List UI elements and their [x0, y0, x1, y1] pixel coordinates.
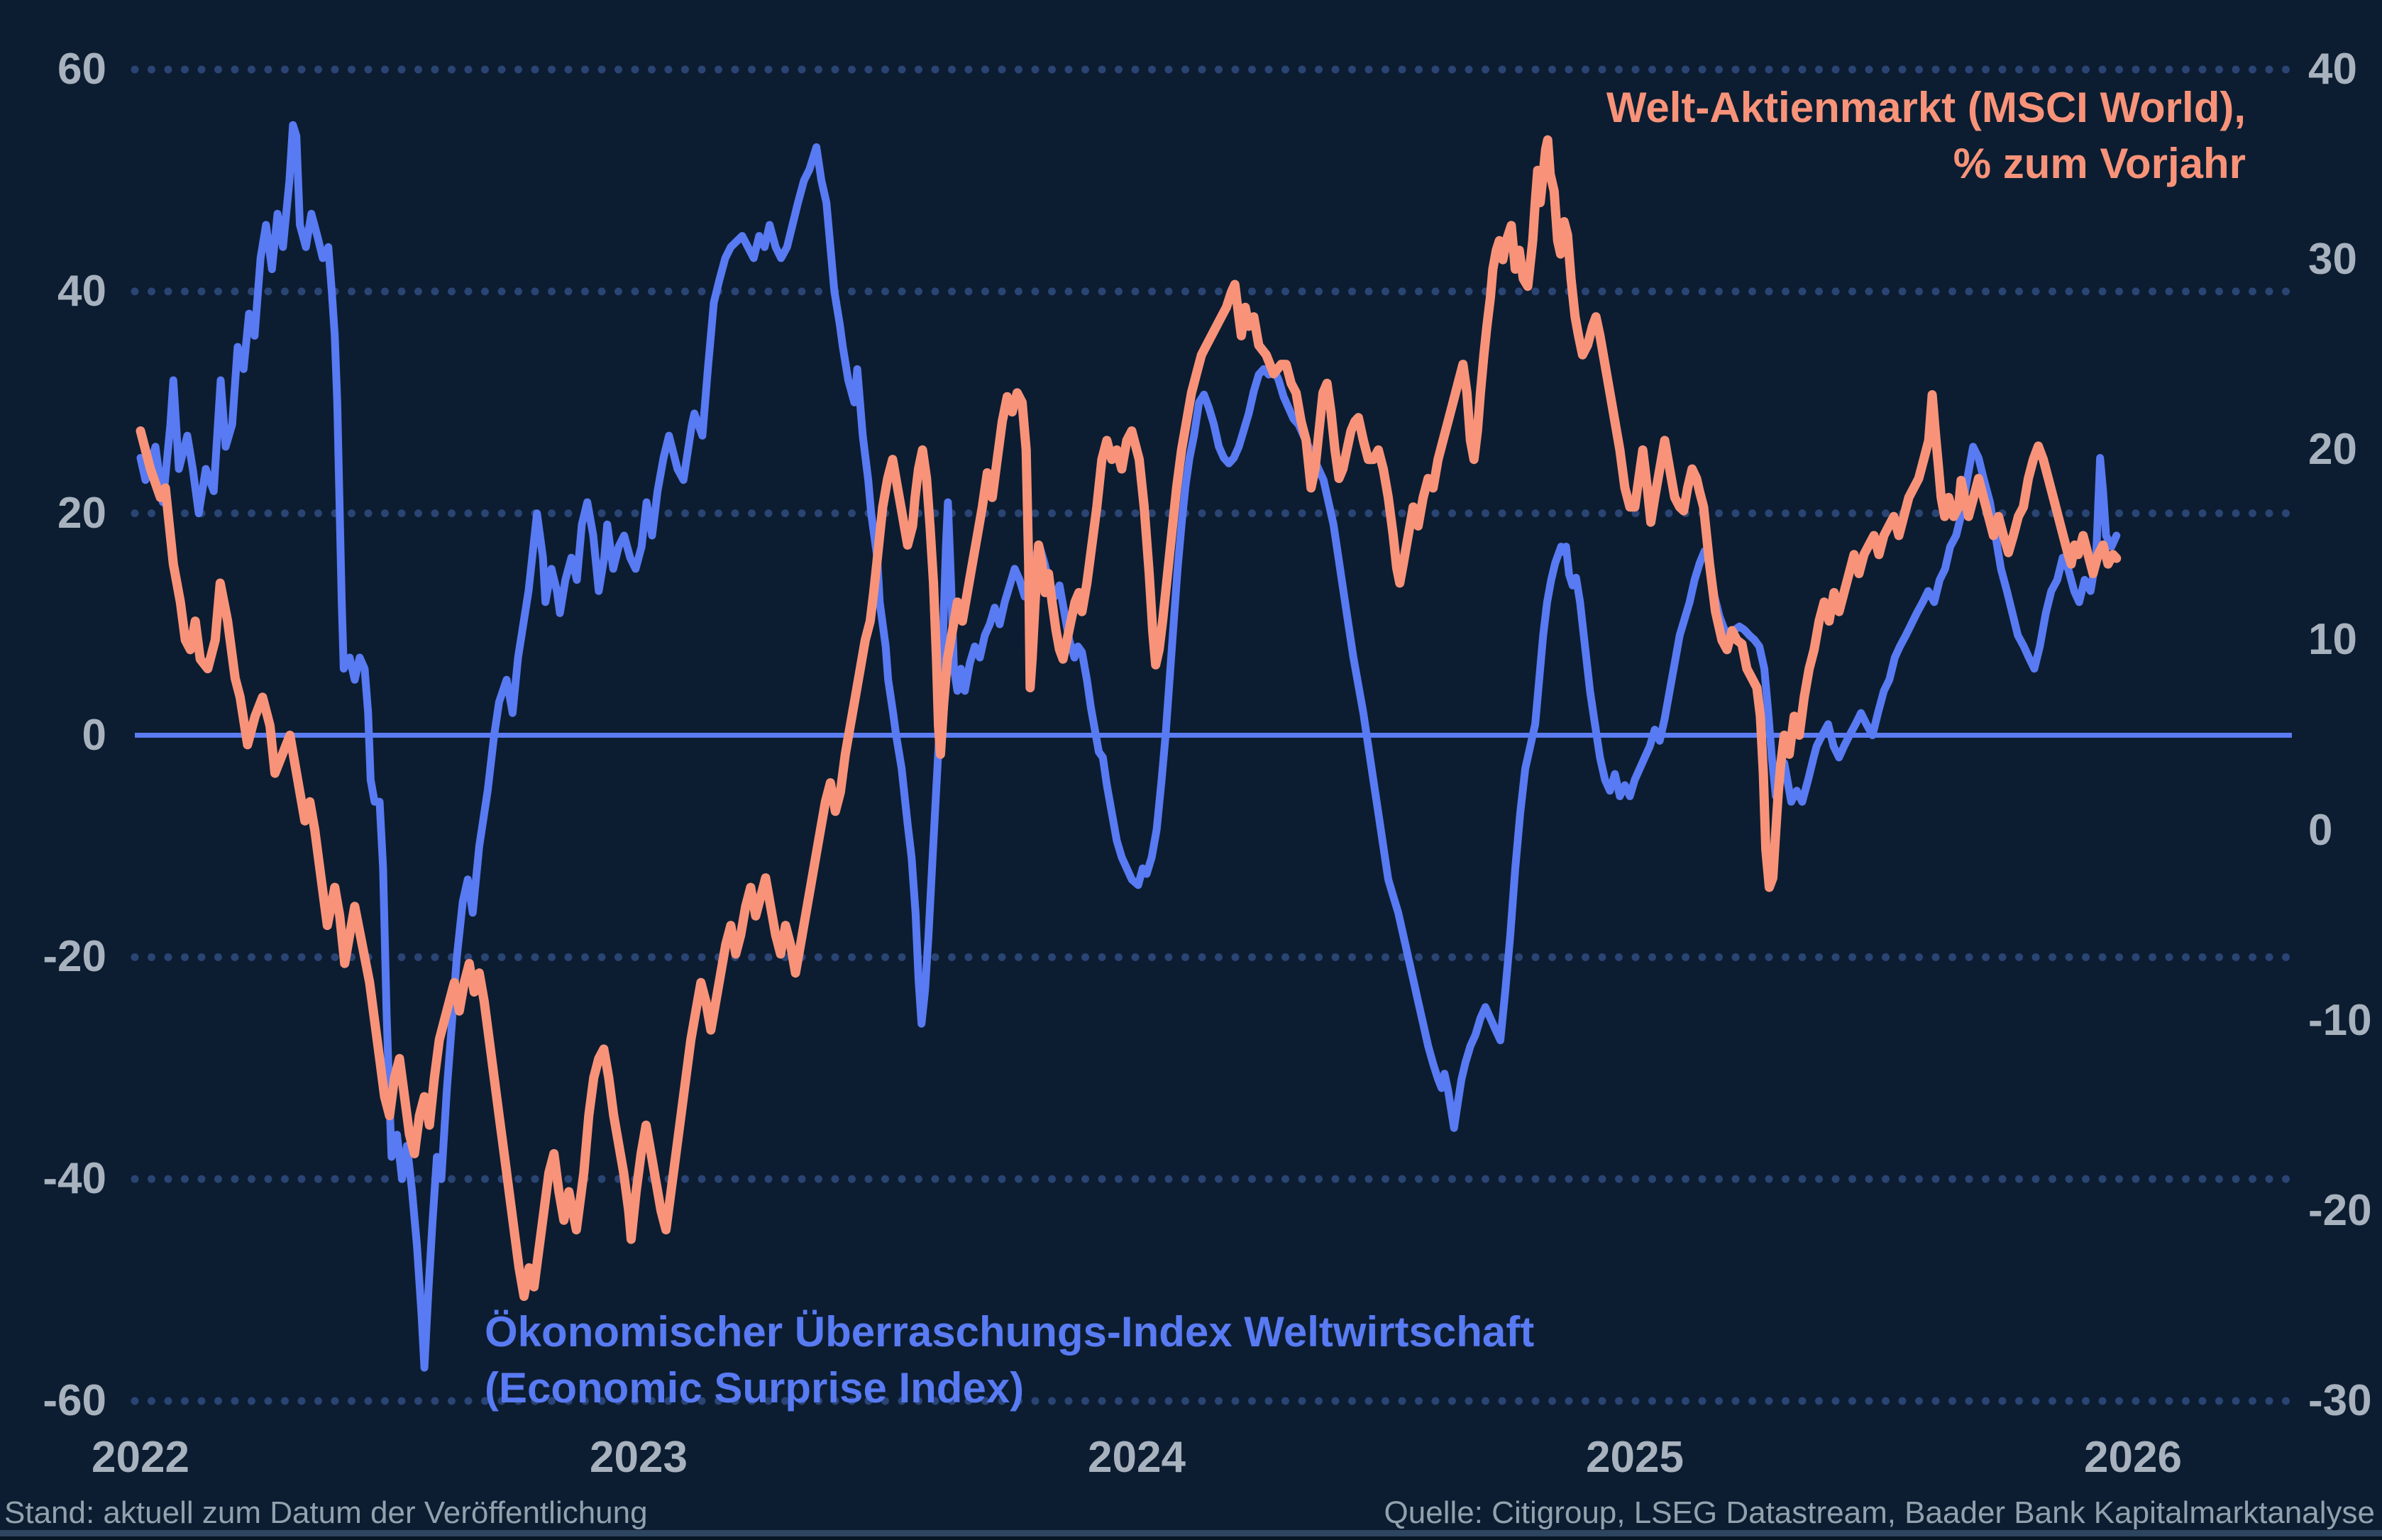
legend-esi-line1: Ökonomischer Überraschungs-Index Weltwir… — [485, 1308, 1535, 1356]
right-axis-tick--20: -20 — [2308, 1185, 2372, 1235]
left-axis-tick-60: 60 — [57, 45, 106, 94]
legend-msci: Welt-Aktienmarkt (MSCI World), % zum Vor… — [1606, 79, 2246, 192]
right-axis-tick--10: -10 — [2308, 995, 2372, 1045]
bottom-edge — [0, 1536, 2382, 1540]
footer-quelle: Quelle: Citigroup, LSEG Datastream, Baad… — [1384, 1495, 2375, 1530]
bottom-divider — [0, 1530, 2382, 1536]
x-axis-tick-2023: 2023 — [590, 1433, 688, 1482]
left-axis-tick-0: 0 — [82, 710, 106, 760]
x-axis-tick-2025: 2025 — [1586, 1433, 1684, 1482]
legend-esi: Ökonomischer Überraschungs-Index Weltwir… — [485, 1304, 1534, 1416]
left-axis-tick--20: -20 — [43, 932, 106, 982]
right-axis-tick-0: 0 — [2308, 805, 2333, 855]
legend-msci-line2: % zum Vorjahr — [1953, 140, 2246, 187]
right-axis-tick-20: 20 — [2308, 425, 2357, 475]
right-axis-tick-10: 10 — [2308, 615, 2357, 665]
left-axis-tick--60: -60 — [43, 1376, 106, 1425]
right-axis-tick-40: 40 — [2308, 45, 2357, 94]
right-axis-tick-30: 30 — [2308, 235, 2357, 284]
left-axis-tick-40: 40 — [57, 266, 106, 316]
msci-series-line — [136, 135, 2122, 1301]
right-axis-tick--30: -30 — [2308, 1376, 2372, 1425]
legend-esi-line2: (Economic Surprise Index) — [485, 1364, 1025, 1412]
x-axis-tick-2026: 2026 — [2084, 1433, 2182, 1482]
legend-msci-line1: Welt-Aktienmarkt (MSCI World), — [1606, 84, 2246, 131]
x-axis-tick-2024: 2024 — [1088, 1433, 1186, 1482]
left-axis-tick-20: 20 — [57, 488, 106, 538]
footer-stand: Stand: aktuell zum Datum der Veröffentli… — [4, 1495, 648, 1530]
left-axis-tick--40: -40 — [43, 1154, 106, 1204]
esi-series-line — [136, 121, 2121, 1372]
x-axis-tick-2022: 2022 — [92, 1433, 189, 1482]
